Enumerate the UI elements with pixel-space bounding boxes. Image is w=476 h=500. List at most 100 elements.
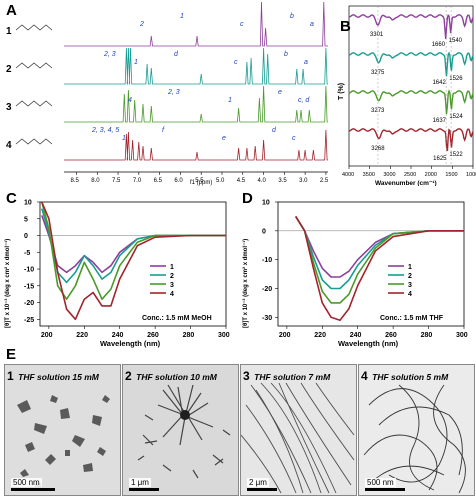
cd-series-3 [295,215,464,304]
peak-label: 2, 3, 4, 5 [91,127,119,134]
nmr-spectrum-1 [64,1,328,47]
cd-frame [39,201,227,327]
ftir-band-label: 1637 [433,118,447,124]
ftir-band-label: 1526 [449,76,463,82]
ftir-band-label: 1642 [432,80,446,86]
ftir-band-label: 1660 [432,42,446,48]
ftir-band-label: 1540 [449,38,463,44]
nmr-spectrum-4 [64,129,328,161]
cd-x-label: Wavelength (nm) [338,339,399,348]
peak-label: a [310,21,314,28]
peak-label: f [162,127,165,134]
ftir-tick-label: 3000 [383,172,395,178]
tem-caption-1: THF solution 15 mM [18,372,99,382]
nmr-tick-label: 4.0 [258,178,267,184]
cd-series-4 [295,215,464,321]
cd-y-tick-label: -15 [24,283,34,290]
nmr-spectrum-2 [64,47,328,85]
compound-number-4: 4 [6,140,12,151]
ftir-spectrum-2 [348,51,474,77]
nmr-tick-label: 5.0 [216,178,225,184]
cd-series-2 [295,215,464,290]
legend-label-2: 2 [170,273,174,280]
cd-x-tick-label: 300 [456,332,468,339]
tem-micrograph-2 [137,384,231,479]
cd-x-tick-label: 280 [421,332,433,339]
cd-y-tick-label: 5 [24,216,28,223]
peak-label: d [174,51,179,58]
legend-label-1: 1 [170,264,174,271]
nmr-tick-label: 4.5 [237,178,246,184]
nmr-spectrum-3 [64,85,328,123]
tem-number-3: 3 [243,369,250,383]
cd-y-tick-label: -20 [24,300,34,307]
ftir-band-label: 3275 [371,70,385,76]
scale-bar-3 [247,488,277,491]
legend-label-3: 3 [408,282,412,289]
tem-caption-3: THF solution 7 mM [254,372,331,382]
legend-label-1: 1 [408,264,412,271]
ftir-tick-label: 1000 [466,172,476,178]
compound-number-1: 1 [6,26,12,37]
ftir-band-label: 3301 [370,32,384,38]
peak-label: a [304,59,308,66]
cd-frame [277,201,465,327]
cd-y-tick-label: -10 [24,267,34,274]
tem-micrograph-3 [241,382,355,494]
peak-label: 1 [228,97,232,104]
cd-meoh-chart: 200 220 240 260 280 300 10 5 0 -5 -10 -15 -20 -25 1 2 3 4… [4,200,230,349]
cd-x-tick-label: 240 [350,332,362,339]
cd-x-tick-label: 260 [147,332,159,339]
cd-x-tick-label: 200 [279,332,291,339]
tem-number-4: 4 [361,369,368,383]
nmr-x-label: f1 (ppm) [190,180,212,186]
peak-label: b [284,51,288,58]
molecule-structure-4 [15,138,53,145]
molecule-structure-3 [15,100,53,107]
ftir-spectrum-4 [348,128,474,152]
tem-image-1: 1 THF solution 15 mM 500 nm [4,364,121,496]
cd-x-tick-label: 300 [218,332,230,339]
cd-x-tick-label: 220 [76,332,88,339]
cd-y-label: [θ]T x 10⁻³ (deg x cm² x dmol⁻¹) [242,239,249,328]
panel-d-label: D [242,190,253,207]
ftir-x-label: Wavenumber (cm⁻¹) [375,180,437,186]
compound-number-3: 3 [6,102,12,113]
tem-number-1: 1 [7,369,14,383]
cd-x-tick-label: 200 [41,332,53,339]
tem-number-2: 2 [125,369,132,383]
legend-label-4: 4 [170,291,174,298]
ftir-tick-label: 3500 [363,172,375,178]
tem-caption-2: THF solution 10 mM [136,372,217,382]
cd-y-tick-label: -5 [24,250,30,257]
tem-image-3: 3 THF solution 7 mM 2 μm [240,364,357,496]
ftir-tick-label: 2500 [404,172,416,178]
panel-b: 3301 1660 1540 3275 1642 1526 3273 1637 1524 3268… [333,0,476,187]
ftir-spectrum-1 [348,13,474,39]
scale-bar-2 [129,488,159,491]
ftir-tick-label: 1500 [445,172,457,178]
cd-x-tick-label: 240 [112,332,124,339]
cd-annotation: Conc.: 1.5 mM THF [380,315,444,322]
peak-label: c [292,135,296,142]
scale-label-4: 500 nm [365,478,396,487]
nmr-tick-label: 3.0 [299,178,308,184]
panel-d: 200 220 240 260 280 300 10 0 -10 -20 -30 1 2 3 4 Conc.:… [238,188,476,352]
tem-caption-4: THF solution 5 mM [372,372,449,382]
ftir-band-label: 1524 [449,114,463,120]
peak-label: c [240,21,244,28]
ftir-spectrum-3 [348,89,474,115]
legend-label-4: 4 [408,291,412,298]
peak-label: b [290,13,294,20]
peak-label: 1 [134,59,138,66]
peak-label: c, d [298,97,310,104]
nmr-tick-label: 2.5 [320,178,329,184]
cd-x-label: Wavelength (nm) [100,339,161,348]
ftir-chart: 3301166015403275164215263273163715243268… [338,5,476,187]
legend-label-2: 2 [408,273,412,280]
molecule-structure-1 [15,24,53,31]
ftir-band-label: 3268 [371,146,385,152]
cd-y-tick-label: 10 [262,200,270,207]
cd-series-4 [41,201,226,321]
